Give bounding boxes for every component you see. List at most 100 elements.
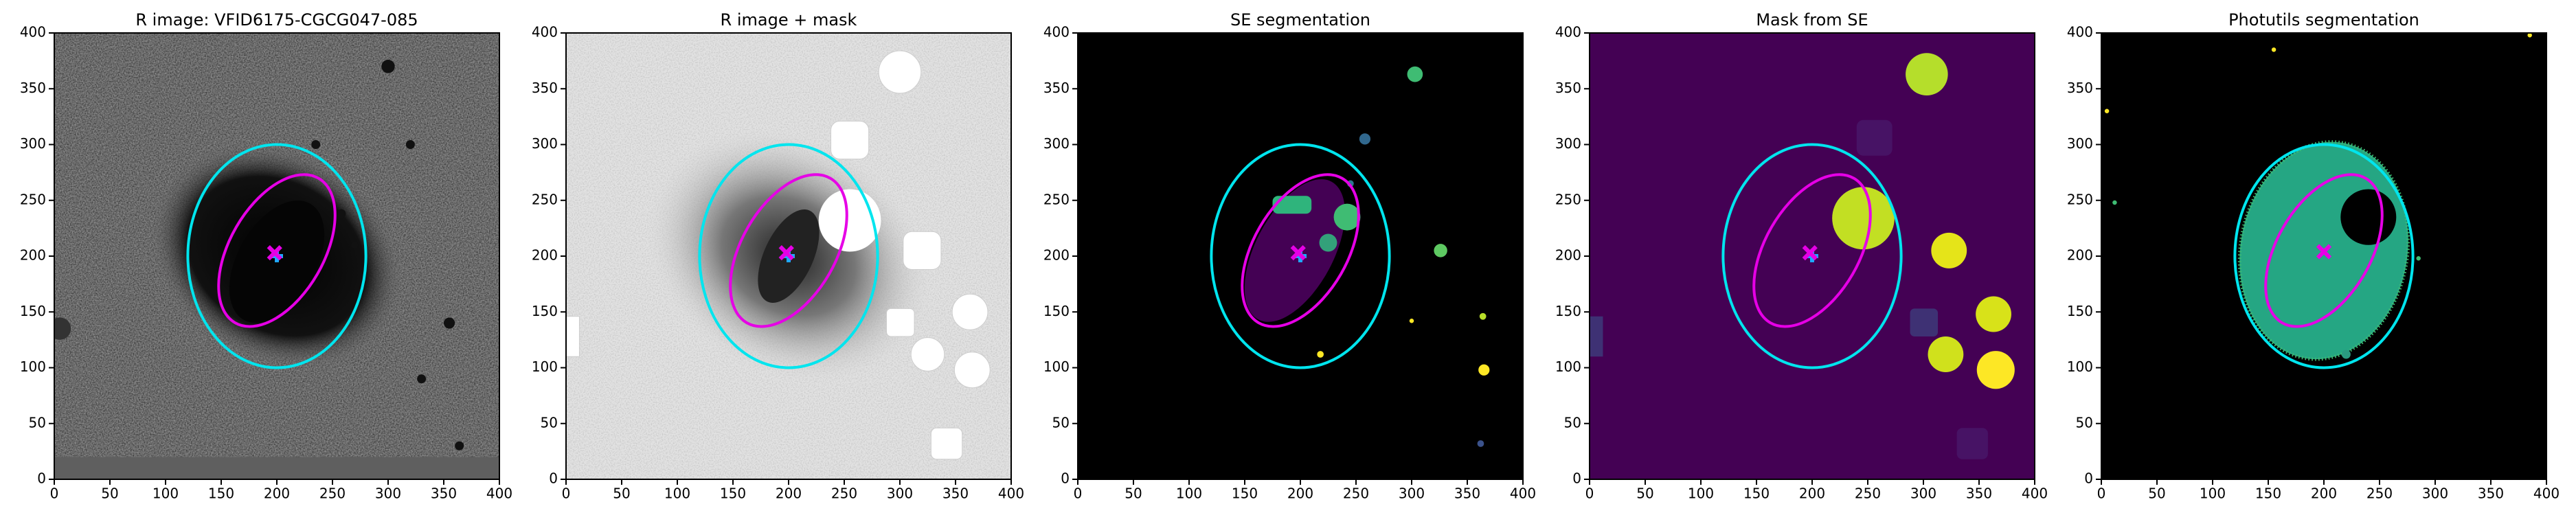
y-tick-label: 0: [549, 470, 558, 487]
ellipse-overlay: [1241, 173, 1360, 328]
ellipse-overlay: [2264, 173, 2384, 328]
y-tick-label: 300: [2067, 135, 2093, 152]
y-tick-label: 100: [20, 358, 46, 375]
center-marker: [267, 245, 282, 261]
x-tick-label: 400: [2022, 485, 2048, 502]
y-tick-label: 150: [1043, 303, 1070, 319]
y-tick-label: 100: [2067, 358, 2093, 375]
y-tick-label: 0: [1572, 470, 1581, 487]
chart-title: Photutils segmentation: [2228, 10, 2419, 30]
x-tick-label: 50: [1125, 485, 1142, 502]
x-tick-label: 100: [152, 485, 179, 502]
x-tick-label: 150: [720, 485, 746, 502]
ellipse-overlay: [1752, 173, 1872, 328]
x-tick-label: 350: [942, 485, 969, 502]
y-tick-label: 150: [2067, 303, 2093, 319]
marker-stroke: [2316, 244, 2332, 260]
x-tick-label: 350: [1454, 485, 1480, 502]
x-tick-label: 200: [2311, 485, 2337, 502]
y-tick-label: 400: [20, 24, 46, 41]
y-tick-label: 0: [1061, 470, 1070, 487]
x-tick-label: 350: [1966, 485, 1992, 502]
y-tick-label: 50: [1052, 414, 1070, 431]
x-tick-label: 300: [1910, 485, 1936, 502]
x-tick-label: 400: [2533, 485, 2560, 502]
x-tick-label: 400: [1510, 485, 1536, 502]
y-tick-label: 350: [2067, 80, 2093, 96]
y-tick-label: 200: [20, 247, 46, 264]
y-tick-label: 350: [1043, 80, 1070, 96]
y-tick-label: 350: [1555, 80, 1581, 96]
x-tick-label: 100: [1176, 485, 1202, 502]
x-tick-label: 150: [208, 485, 234, 502]
x-tick-label: 300: [2422, 485, 2448, 502]
chart-title: R image: VFID6175-CGCG047-085: [135, 10, 418, 30]
x-tick-label: 0: [1074, 485, 1083, 502]
image: [2101, 33, 2546, 479]
x-tick-label: 300: [887, 485, 913, 502]
x-tick-label: 150: [2255, 485, 2281, 502]
y-tick-label: 50: [2076, 414, 2093, 431]
x-tick-label: 250: [2366, 485, 2393, 502]
y-tick-label: 150: [20, 303, 46, 319]
y-tick-label: 250: [2067, 191, 2093, 207]
x-tick-label: 350: [431, 485, 457, 502]
y-tick-label: 400: [2067, 24, 2093, 41]
y-tick-label: 0: [37, 470, 46, 487]
chart-title: R image + mask: [721, 10, 857, 30]
x-tick-label: 300: [375, 485, 401, 502]
x-tick-label: 150: [1232, 485, 1258, 502]
x-tick-label: 400: [486, 485, 512, 502]
x-tick-label: 50: [2148, 485, 2165, 502]
x-tick-label: 0: [50, 485, 59, 502]
x-tick-label: 50: [1636, 485, 1653, 502]
marker-stroke: [1290, 245, 1306, 261]
y-tick-label: 250: [532, 191, 558, 207]
x-tick-label: 300: [1399, 485, 1425, 502]
center-marker: [1290, 245, 1306, 261]
y-tick-label: 350: [20, 80, 46, 96]
x-tick-label: 50: [101, 485, 118, 502]
y-tick-label: 150: [1555, 303, 1581, 319]
center-marker: [778, 245, 794, 261]
y-tick-label: 400: [1043, 24, 1070, 41]
ellipse-overlay: [2233, 143, 2415, 369]
y-tick-label: 400: [1555, 24, 1581, 41]
ellipse-overlay: [729, 173, 848, 328]
ellipse-overlay: [1210, 143, 1391, 369]
x-tick-label: 250: [1855, 485, 1881, 502]
marker-stroke: [1802, 245, 1818, 261]
y-tick-label: 300: [1555, 135, 1581, 152]
x-tick-label: 200: [1287, 485, 1313, 502]
x-tick-label: 250: [319, 485, 346, 502]
y-tick-label: 200: [1555, 247, 1581, 264]
x-tick-label: 100: [664, 485, 690, 502]
center-marker: [2316, 244, 2332, 260]
y-tick-label: 200: [2067, 247, 2093, 264]
y-tick-label: 400: [532, 24, 558, 41]
y-tick-label: 50: [541, 414, 558, 431]
y-tick-label: 300: [20, 135, 46, 152]
y-tick-label: 300: [532, 135, 558, 152]
y-tick-label: 100: [1555, 358, 1581, 375]
x-tick-label: 250: [1343, 485, 1369, 502]
marker-stroke: [778, 245, 794, 261]
x-tick-label: 200: [1799, 485, 1825, 502]
y-tick-label: 200: [532, 247, 558, 264]
y-tick-label: 300: [1043, 135, 1070, 152]
y-tick-label: 200: [1043, 247, 1070, 264]
y-tick-label: 50: [1564, 414, 1581, 431]
x-tick-label: 100: [1688, 485, 1714, 502]
x-tick-label: 150: [1743, 485, 1770, 502]
y-tick-label: 250: [20, 191, 46, 207]
x-tick-label: 250: [831, 485, 857, 502]
chart-title: Mask from SE: [1756, 10, 1868, 30]
x-tick-label: 200: [264, 485, 290, 502]
y-tick-label: 350: [532, 80, 558, 96]
x-tick-label: 350: [2478, 485, 2504, 502]
y-tick-label: 250: [1043, 191, 1070, 207]
chart-title: SE segmentation: [1230, 10, 1370, 30]
center-marker: [1802, 245, 1818, 261]
x-tick-label: 0: [1585, 485, 1594, 502]
